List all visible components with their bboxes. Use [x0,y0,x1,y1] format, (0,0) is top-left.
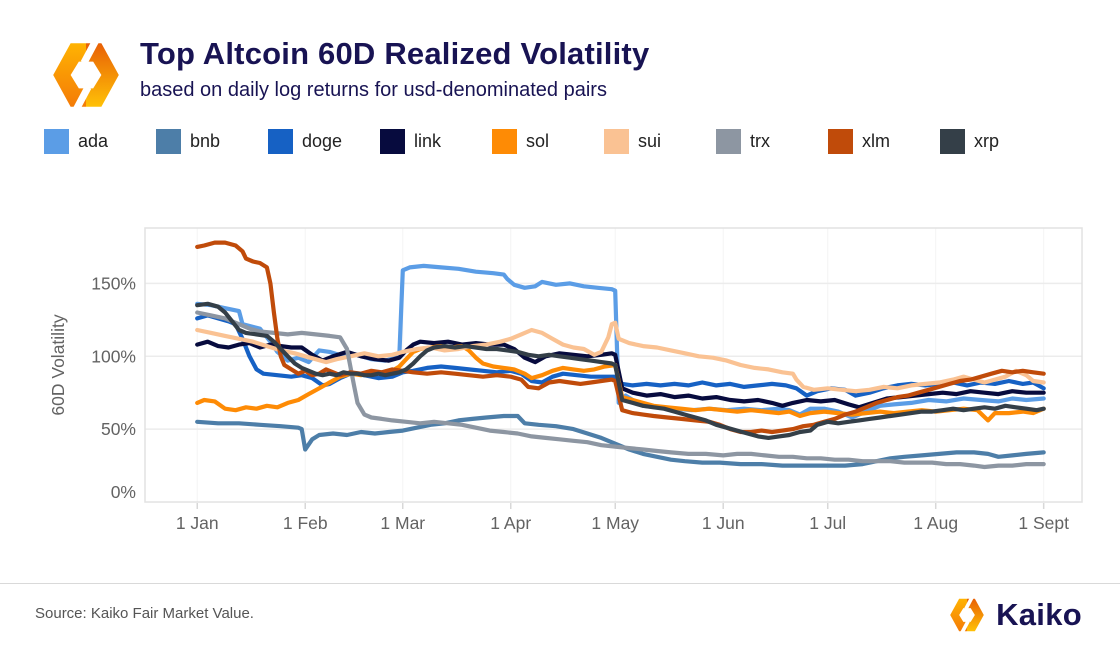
legend-swatch-xrp [940,129,965,154]
legend-swatch-xlm [828,129,853,154]
brand-text: Kaiko [996,597,1082,632]
legend-swatch-link [380,129,405,154]
kaiko-footer-icon [950,594,984,636]
legend-item-xlm[interactable]: xlm [828,129,890,154]
kaiko-logo-icon [53,34,119,116]
legend-item-doge[interactable]: doge [268,129,342,154]
x-tick-label: 1 Jun [702,513,745,533]
legend-label: bnb [190,131,221,151]
legend-label: xlm [862,131,890,151]
legend-item-xrp[interactable]: xrp [940,129,999,154]
legend-item-sol[interactable]: sol [492,129,549,154]
legend-swatch-trx [716,129,741,154]
x-tick-label: 1 Mar [380,513,425,533]
legend-item-ada[interactable]: ada [44,129,108,154]
legend-item-link[interactable]: link [380,129,441,154]
y-axis-title: 60D Volatility [48,314,68,415]
legend-swatch-sui [604,129,629,154]
legend-swatch-sol [492,129,517,154]
x-tick-label: 1 Sept [1018,513,1069,533]
series-line-xrp[interactable] [195,301,1046,440]
series-line-trx[interactable] [195,310,1046,470]
legend-swatch-ada [44,129,69,154]
legend-swatch-bnb [156,129,181,154]
y-tick-label: 50% [101,419,136,439]
legend-item-trx[interactable]: trx [716,129,770,154]
x-tick-label: 1 Jan [176,513,219,533]
x-tick-label: 1 Apr [490,513,531,533]
page-title: Top Altcoin 60D Realized Volatility [140,36,650,71]
y-tick-label: 100% [91,346,136,366]
y-tick-label: 0% [111,482,136,502]
series-line-bnb[interactable] [195,413,1046,468]
footer-divider [0,583,1120,584]
x-tick-label: 1 Feb [283,513,328,533]
kaiko-footer-logo: Kaiko [946,594,1082,636]
source-note: Source: Kaiko Fair Market Value. [35,605,254,622]
legend-label: sol [526,131,550,151]
legend-label: xrp [974,131,1000,151]
series-line-sol[interactable] [195,344,1046,423]
legend-label: link [414,131,442,151]
legend-label: trx [750,131,770,151]
x-tick-label: 1 May [591,513,639,533]
legend-label: doge [302,131,343,151]
x-tick-label: 1 Jul [809,513,846,533]
legend-label: sui [638,131,662,151]
chart-legend: ada bnb doge link sol sui trx xlm xrp [0,129,1120,159]
page-subtitle: based on daily log returns for usd-denom… [140,79,607,101]
legend-item-sui[interactable]: sui [604,129,661,154]
plot-border [144,227,1083,503]
y-tick-label: 150% [91,273,136,293]
x-tick-label: 1 Aug [913,513,958,533]
series-line-xlm[interactable] [195,240,1046,435]
legend-swatch-doge [268,129,293,154]
legend-label: ada [78,131,109,151]
legend-item-bnb[interactable]: bnb [156,129,220,154]
